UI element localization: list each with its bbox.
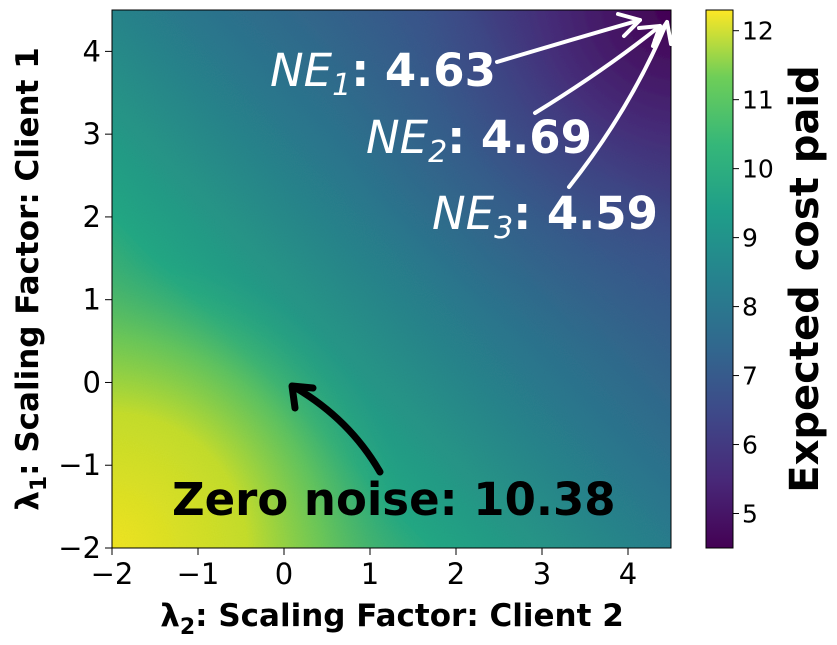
arrow-zero-noise-head (288, 382, 317, 412)
colorbar-tick-label: 8 (742, 293, 758, 322)
x-tick-label: −2 (91, 557, 134, 591)
colorbar-tick-label: 9 (742, 224, 758, 253)
x-tick-label: 0 (275, 557, 293, 591)
annotation-ne3-value: : 4.59 (513, 187, 658, 240)
annotation-ne1-value: : 4.63 (351, 44, 496, 97)
annotation-ne2-base: NE (366, 111, 429, 164)
colorbar-ticks: 5 6 7 8 9 10 11 12 (733, 17, 774, 529)
annotation-ne3-base: NE (432, 187, 495, 240)
annotation-zero-noise: Zero noise: 10.38 (172, 473, 616, 526)
annotation-ne3-subscript: 3 (494, 211, 513, 246)
colorbar-tick-label: 6 (742, 431, 758, 460)
x-tick-label: 1 (361, 557, 379, 591)
x-tick-label: 4 (619, 557, 637, 591)
arrow-ne2 (533, 24, 662, 115)
y-tick-label: 4 (83, 34, 101, 68)
arrow-zero-noise (292, 384, 384, 476)
x-tick-label: 2 (447, 557, 465, 591)
y-axis-label-subscript: 1 (27, 476, 52, 491)
plot-frame (111, 9, 672, 549)
arrow-ne1 (495, 18, 642, 64)
annotation-ne1-subscript: 1 (332, 68, 351, 103)
x-axis-label-text: : Scaling Factor: Client 2 (195, 598, 624, 634)
annotation-ne1: NE1: 4.63 (270, 44, 496, 103)
colorbar-tick-label: 7 (742, 362, 758, 391)
annotation-ne3: NE3: 4.59 (432, 187, 658, 246)
annotation-ne1-base: NE (270, 44, 333, 97)
arrow-ne3 (567, 20, 669, 189)
colorbar-tick-label: 12 (742, 17, 774, 46)
x-axis-label: λ2: Scaling Factor: Client 2 (160, 598, 624, 640)
arrow-ne3-head (653, 20, 673, 46)
colorbar-tick-label: 10 (742, 155, 774, 184)
y-tick-label: 2 (83, 200, 101, 234)
x-axis-ticks: −2 −1 0 1 2 3 4 (91, 548, 637, 591)
annotation-ne2-subscript: 2 (428, 135, 447, 170)
y-axis-ticks: −2 −1 0 1 2 3 4 (58, 34, 112, 565)
y-tick-label: −2 (58, 531, 101, 565)
heatmap-high-region (112, 10, 671, 548)
y-axis-label: λ1: Scaling Factor: Client 1 (10, 47, 52, 511)
heatmap (112, 10, 671, 548)
annotation-ne2-value: : 4.69 (447, 111, 592, 164)
y-tick-label: 0 (83, 365, 101, 399)
x-axis-label-greek: λ (160, 598, 180, 634)
colorbar-label: Expected cost paid (782, 65, 828, 492)
y-tick-label: −1 (58, 448, 101, 482)
y-tick-label: 1 (83, 283, 101, 317)
colorbar (705, 9, 734, 549)
annotation-arrows (288, 12, 673, 476)
x-tick-label: 3 (533, 557, 551, 591)
colorbar-tick-label: 11 (742, 86, 774, 115)
y-axis-label-text: : Scaling Factor: Client 1 (10, 47, 46, 476)
y-tick-label: 3 (83, 117, 101, 151)
x-tick-label: −1 (177, 557, 220, 591)
x-axis-label-subscript: 2 (180, 615, 195, 640)
annotation-ne2: NE2: 4.69 (366, 111, 592, 170)
y-axis-label-greek: λ (10, 491, 46, 511)
arrow-ne1-head (616, 12, 642, 38)
colorbar-tick-label: 5 (742, 500, 758, 529)
